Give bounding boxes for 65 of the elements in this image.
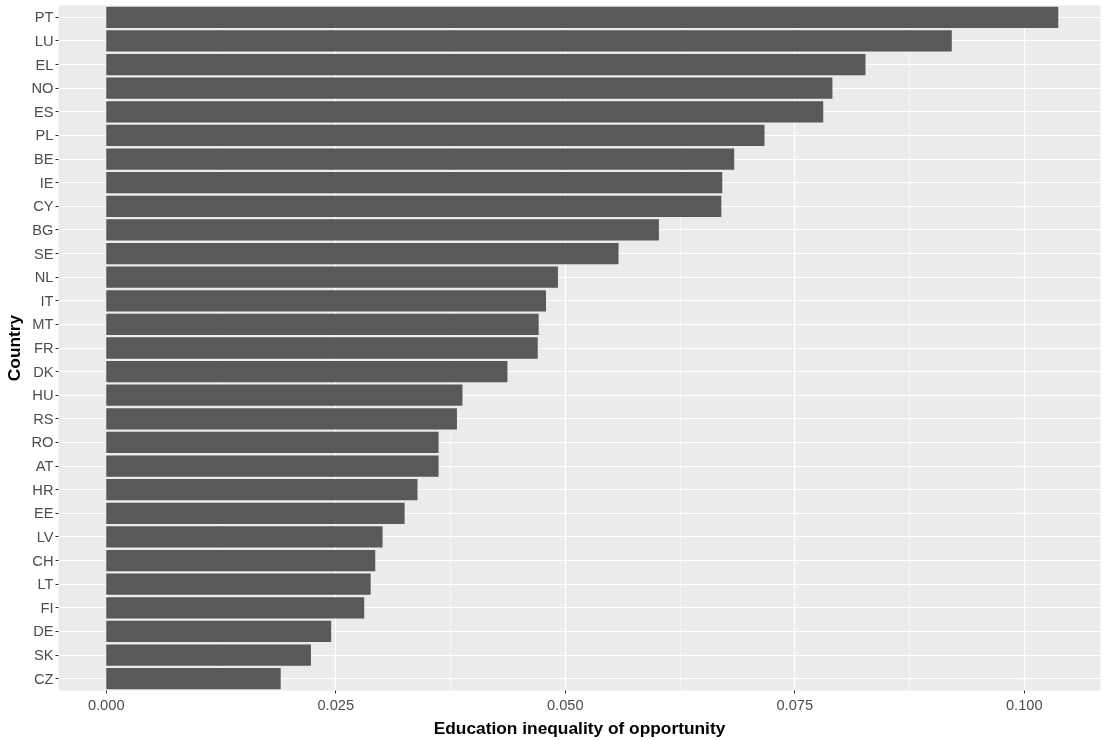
bar <box>106 360 508 383</box>
x-axis-title: Education inequality of opportunity <box>433 717 726 738</box>
bar <box>106 195 722 217</box>
x-tick-label: 0.100 <box>1005 696 1043 713</box>
y-tick-label: PT <box>34 9 54 26</box>
x-tick-label: 0.000 <box>87 696 125 713</box>
y-tick-label: CH <box>32 552 54 569</box>
bar <box>106 526 383 548</box>
y-tick-label: MT <box>32 316 54 333</box>
y-tick-label: PL <box>35 127 54 144</box>
bar <box>106 77 833 99</box>
y-tick-label: DE <box>33 623 54 640</box>
bar <box>106 431 439 454</box>
bar <box>106 668 281 690</box>
bar <box>106 30 952 52</box>
bar <box>106 242 619 265</box>
bar <box>106 266 558 288</box>
y-tick-label: IT <box>40 292 54 309</box>
y-tick-label: FR <box>33 340 54 356</box>
bar <box>106 597 365 619</box>
x-tick-label: 0.025 <box>317 696 355 713</box>
bar <box>106 101 824 123</box>
bar <box>106 573 371 595</box>
y-tick-label: NO <box>31 80 54 97</box>
y-tick-label: RO <box>31 434 54 451</box>
y-tick-label: HR <box>32 481 54 498</box>
y-tick-label: CZ <box>33 670 54 687</box>
bar <box>106 219 659 241</box>
y-tick-label: CY <box>33 198 54 215</box>
y-axis-title: Country <box>3 314 24 382</box>
y-tick-label: FI <box>40 599 54 616</box>
bar <box>106 337 538 359</box>
bar <box>106 124 765 147</box>
y-tick-label: LV <box>36 528 54 545</box>
y-tick-label: LT <box>37 576 54 593</box>
y-tick-label: SK <box>33 647 54 664</box>
bar <box>106 6 1059 28</box>
bar <box>106 644 311 666</box>
y-tick-label: IE <box>39 174 54 191</box>
bar <box>106 408 457 430</box>
x-tick-label: 0.075 <box>776 696 814 713</box>
bar <box>106 290 546 312</box>
bar <box>106 384 463 406</box>
bar <box>106 313 539 336</box>
bar <box>106 502 405 524</box>
bar <box>106 148 735 170</box>
y-tick-label: AT <box>35 458 54 475</box>
y-tick-label: RS <box>33 410 54 427</box>
y-tick-label: EL <box>35 56 54 73</box>
y-tick-label: SE <box>33 245 54 262</box>
bar <box>106 172 723 194</box>
y-tick-label: HU <box>32 387 54 404</box>
x-tick-label: 0.050 <box>546 696 584 713</box>
bar <box>106 549 376 572</box>
y-tick-label: BE <box>33 151 54 168</box>
y-tick-label: NL <box>34 269 54 286</box>
y-tick-label: DK <box>33 363 54 380</box>
bar <box>106 455 439 477</box>
bar <box>106 479 418 501</box>
y-tick-label: LU <box>34 32 54 49</box>
y-tick-label: BG <box>32 221 54 238</box>
bar <box>106 53 866 76</box>
bar <box>106 620 332 643</box>
y-tick-label: EE <box>33 505 54 522</box>
y-tick-label: ES <box>33 103 54 120</box>
